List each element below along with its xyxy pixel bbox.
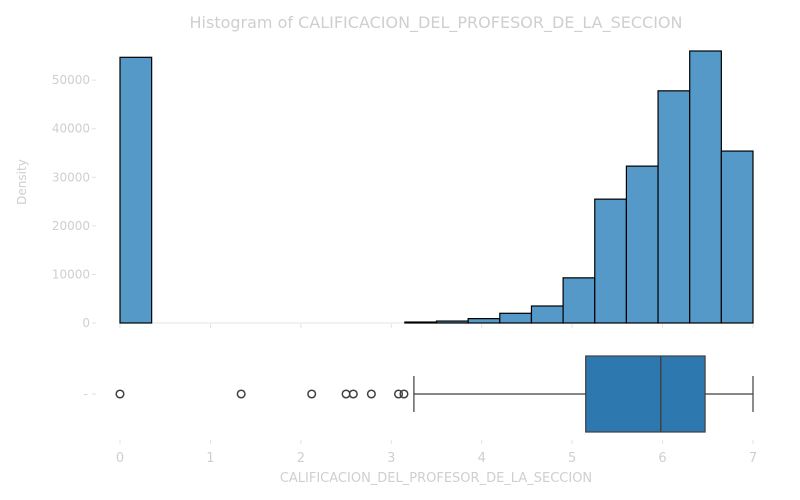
outlier-point [307, 389, 317, 399]
x-tick-label: 4 [478, 451, 486, 466]
histogram-bar [625, 165, 659, 324]
outlier-point [393, 389, 404, 399]
histogram-bar [499, 312, 533, 324]
x-tick-label: 1 [206, 451, 214, 466]
outlier-point [366, 389, 376, 399]
histogram-plot: 0 10000 20000 30000 40000 50000 [52, 50, 754, 330]
histogram-bar [720, 150, 754, 324]
y-axis-label: Density [15, 159, 29, 205]
y-tick-label: 10000 [52, 267, 90, 281]
histogram-bar [435, 320, 469, 324]
histogram-bar [657, 90, 691, 324]
histogram-bar [562, 277, 596, 324]
y-tick-label: 0 [82, 316, 90, 330]
histogram-bar [689, 50, 722, 324]
x-axis-label: CALIFICACION_DEL_PROFESOR_DE_LA_SECCION [280, 471, 592, 486]
outlier-point [399, 389, 409, 399]
chart-title: Histogram of CALIFICACION_DEL_PROFESOR_D… [190, 13, 683, 33]
x-tick-label: 5 [568, 451, 576, 466]
outlier-point [115, 389, 125, 399]
histogram-bar [404, 321, 438, 324]
box-iqr [585, 355, 706, 433]
y-tick-label: 40000 [52, 122, 90, 136]
x-tick-label: 0 [116, 451, 124, 466]
y-tick-label: 30000 [52, 170, 90, 184]
box-y-tick-label: - [84, 387, 88, 401]
histogram-bar [467, 318, 501, 324]
histogram-bar [530, 305, 564, 324]
outlier-point [348, 389, 358, 399]
y-tick-label: 50000 [52, 73, 90, 87]
x-tick-label: 7 [749, 451, 757, 466]
y-tick-label: 20000 [52, 219, 90, 233]
x-tick-label: 3 [387, 451, 395, 466]
boxplot-plot: 0 1 2 3 4 5 6 7 [115, 355, 757, 466]
outlier-point [341, 389, 351, 399]
histogram-bar [594, 198, 627, 324]
outlier-point [236, 389, 246, 399]
x-tick-label: 2 [297, 451, 305, 466]
histogram-bar [119, 56, 153, 324]
x-tick-label: 6 [658, 451, 666, 466]
